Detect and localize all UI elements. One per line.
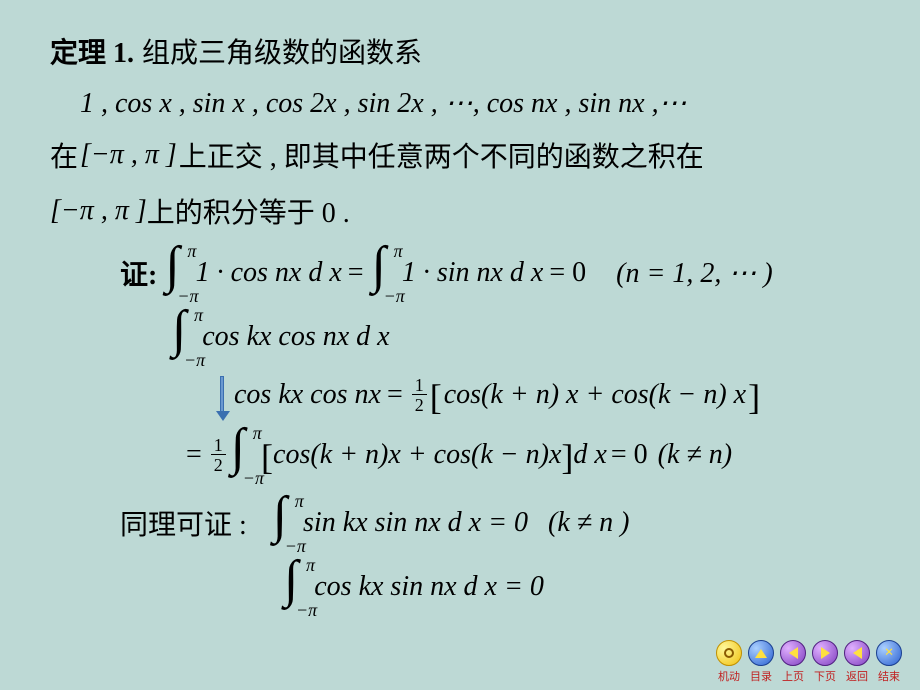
integral-sign: π ∫ −π	[231, 425, 245, 485]
half-fraction: 1 2	[412, 376, 427, 415]
integral-sign: π ∫ −π	[284, 557, 298, 617]
nav-item-animate[interactable]: 机动	[716, 640, 742, 684]
proof-step3: = 1 2 π ∫ −π [ cos(k + n)x + cos(k − n)x…	[50, 425, 880, 485]
step1-eq1: =	[348, 257, 364, 289]
theorem-title: 组成三角级数的函数系	[142, 31, 422, 71]
stmt-interval1: [−π , π ]	[80, 139, 177, 171]
step3-integrand: cos(k + n)x + cos(k − n)x	[273, 439, 561, 471]
function-system-text: 1 , cos x , sin x , cos 2x , sin 2x , ⋯,…	[80, 86, 687, 120]
bottom-nav: 机动 目录 上页 下页 返回 × 结束	[716, 640, 902, 684]
integral-sign: π ∫ −π	[372, 243, 386, 303]
likewise-label: 同理可证 :	[120, 503, 247, 543]
proof-step1: 证: π ∫ −π 1 · cos nx d x = π ∫ −π 1 · si…	[50, 243, 880, 303]
identity-line: cos kx cos nx = 1 2 [ cos(k + n) x + cos…	[50, 369, 880, 421]
right-bracket: ]	[561, 436, 573, 478]
stmt-prefix: 在	[50, 135, 78, 175]
right-bracket: ]	[748, 376, 760, 418]
stmt-mid: 上正交 , 即其中任意两个不同的函数之积在	[179, 135, 704, 175]
nav-item-toc[interactable]: 目录	[748, 640, 774, 684]
statement-line1: 在 [−π , π ] 上正交 , 即其中任意两个不同的函数之积在	[50, 129, 880, 181]
nav-item-back[interactable]: 返回	[844, 640, 870, 684]
circle-icon	[716, 640, 742, 666]
stmt-interval2: [−π , π ]	[50, 195, 147, 227]
left-bracket: [	[261, 436, 273, 478]
half-fraction: 1 2	[211, 436, 226, 475]
integral-sign: π ∫ −π	[273, 493, 287, 553]
proof-label: 证:	[120, 253, 157, 293]
triangle-left-icon	[844, 640, 870, 666]
step4-integrand: sin kx sin nx d x = 0	[303, 507, 528, 539]
triangle-right-icon	[812, 640, 838, 666]
integral-sign: π ∫ −π	[165, 243, 179, 303]
nav-item-prev[interactable]: 上页	[780, 640, 806, 684]
identity-lhs: cos kx cos nx	[234, 379, 381, 411]
integral-sign: π ∫ −π	[172, 307, 186, 367]
step3-eq-l: =	[186, 439, 202, 471]
step3-eq-r: = 0	[611, 439, 648, 471]
step2-integrand: cos kx cos nx d x	[202, 321, 389, 353]
left-bracket: [	[430, 376, 442, 418]
step1-rhs: 1 · sin nx d x	[402, 257, 544, 289]
step5-integrand: cos kx sin nx d x = 0	[314, 571, 544, 603]
step3-dx: d x	[573, 439, 606, 471]
proof-step5: π ∫ −π cos kx sin nx d x = 0	[50, 557, 880, 617]
close-icon: ×	[876, 640, 902, 666]
theorem-heading: 定理 1. 组成三角级数的函数系	[50, 25, 880, 77]
statement-line2: [−π , π ] 上的积分等于 0 .	[50, 185, 880, 237]
slide-content: 定理 1. 组成三角级数的函数系 1 , cos x , sin x , cos…	[0, 0, 920, 617]
step1-lhs: 1 · cos nx d x	[196, 257, 342, 289]
step4-cond: (k ≠ n )	[548, 507, 629, 539]
theorem-label: 定理 1.	[50, 31, 134, 71]
triangle-left-icon	[780, 640, 806, 666]
proof-step2: π ∫ −π cos kx cos nx d x	[50, 307, 880, 367]
identity-rhs: cos(k + n) x + cos(k − n) x	[444, 379, 746, 411]
step1-cond: (n = 1, 2, ⋯ )	[616, 256, 773, 290]
nav-item-end[interactable]: × 结束	[876, 640, 902, 684]
nav-item-next[interactable]: 下页	[812, 640, 838, 684]
likewise-line: 同理可证 : π ∫ −π sin kx sin nx d x = 0 (k ≠…	[50, 493, 880, 553]
step3-cond: (k ≠ n)	[658, 439, 732, 471]
stmt-suffix: 上的积分等于 0 .	[147, 191, 350, 231]
identity-eq: =	[387, 379, 403, 411]
step1-eq2: = 0	[549, 257, 586, 289]
triangle-up-icon	[748, 640, 774, 666]
function-system: 1 , cos x , sin x , cos 2x , sin 2x , ⋯,…	[50, 77, 880, 129]
down-arrow-icon	[220, 376, 224, 414]
